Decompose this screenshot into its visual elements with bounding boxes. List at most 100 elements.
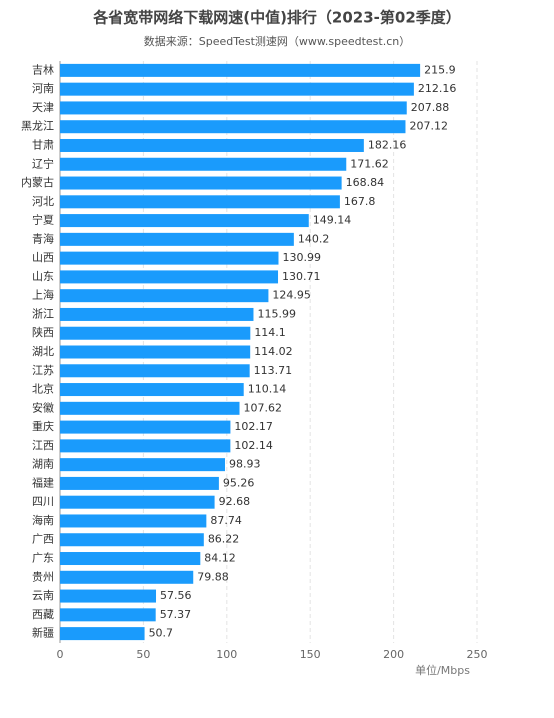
y-tick-label: 四川 <box>32 495 54 508</box>
bar <box>60 514 207 528</box>
y-tick-label: 北京 <box>32 382 54 396</box>
y-tick-label: 江西 <box>32 439 54 452</box>
value-label: 149.14 <box>313 214 352 227</box>
bar <box>60 138 364 152</box>
bar <box>60 195 340 209</box>
bar <box>60 82 414 96</box>
y-tick-label: 福建 <box>32 475 54 489</box>
value-label: 114.1 <box>254 326 285 339</box>
y-tick-label: 广西 <box>32 533 54 546</box>
bar <box>60 176 342 190</box>
bar <box>60 552 201 566</box>
value-label: 87.74 <box>210 514 242 527</box>
bar <box>60 270 279 284</box>
value-label: 86.22 <box>208 533 240 546</box>
value-label: 215.9 <box>424 63 456 76</box>
bar <box>60 439 231 453</box>
value-label: 113.71 <box>254 364 293 377</box>
y-tick-label: 河南 <box>32 82 54 95</box>
bar <box>60 63 421 77</box>
value-label: 207.88 <box>411 101 450 114</box>
value-label: 102.14 <box>234 439 272 452</box>
bar <box>60 251 279 265</box>
chart-subtitle: 数据来源：SpeedTest测速网（www.speedtest.cn） <box>144 34 411 48</box>
y-tick-label: 广东 <box>32 552 54 565</box>
value-label: 84.12 <box>204 552 236 565</box>
value-label: 110.14 <box>248 383 286 396</box>
x-axis-label: 单位/Mbps <box>415 663 470 677</box>
bar <box>60 401 240 415</box>
bar <box>60 476 219 490</box>
value-label: 102.17 <box>234 420 273 433</box>
bar <box>60 458 226 472</box>
value-label: 182.16 <box>368 138 407 151</box>
y-tick-label: 黑龙江 <box>21 120 54 133</box>
y-tick-label: 山东 <box>32 270 54 283</box>
value-label: 130.71 <box>282 270 321 283</box>
value-label: 171.62 <box>350 157 389 170</box>
value-label: 50.7 <box>149 627 174 640</box>
bar <box>60 533 204 547</box>
bar <box>60 232 294 246</box>
y-tick-label: 贵州 <box>32 570 54 583</box>
y-tick-label: 河北 <box>32 195 54 208</box>
bar <box>60 120 406 134</box>
bar <box>60 364 250 378</box>
value-label: 79.88 <box>197 570 229 583</box>
y-tick-label: 湖南 <box>32 458 54 471</box>
value-label: 207.12 <box>409 120 448 133</box>
value-label: 114.02 <box>254 345 293 358</box>
value-label: 92.68 <box>219 495 251 508</box>
y-tick-label: 重庆 <box>32 419 54 433</box>
bar <box>60 345 251 359</box>
y-tick-label: 青海 <box>32 231 54 245</box>
bar <box>60 383 244 397</box>
y-tick-label: 甘肃 <box>32 138 54 151</box>
y-tick-label: 天津 <box>32 101 54 114</box>
bar <box>60 608 156 622</box>
x-tick-label: 250 <box>467 648 488 661</box>
y-tick-label: 陕西 <box>32 325 54 339</box>
x-tick-label: 100 <box>216 648 237 661</box>
value-label: 168.84 <box>346 176 385 189</box>
y-tick-label: 辽宁 <box>32 156 54 170</box>
y-tick-label: 江苏 <box>32 364 54 377</box>
value-label: 115.99 <box>257 307 296 320</box>
value-label: 130.99 <box>282 251 321 264</box>
y-tick-label: 山西 <box>32 251 54 264</box>
y-tick-label: 内蒙古 <box>21 175 54 189</box>
bar <box>60 627 145 641</box>
x-tick-label: 200 <box>383 648 404 661</box>
x-tick-label: 0 <box>57 648 64 661</box>
y-tick-label: 海南 <box>32 513 54 527</box>
y-tick-label: 安徽 <box>32 400 54 414</box>
chart-title: 各省宽带网络下载网速(中值)排行（2023-第02季度） <box>92 9 461 27</box>
bar <box>60 289 269 303</box>
value-label: 57.37 <box>160 608 192 621</box>
value-label: 140.2 <box>298 232 330 245</box>
y-tick-label: 浙江 <box>32 307 54 320</box>
value-label: 124.95 <box>272 289 311 302</box>
value-label: 212.16 <box>418 82 457 95</box>
bar <box>60 101 407 115</box>
value-label: 107.62 <box>244 401 283 414</box>
y-tick-label: 上海 <box>32 288 54 302</box>
bar <box>60 307 254 321</box>
bar <box>60 589 157 603</box>
x-tick-label: 150 <box>300 648 321 661</box>
value-label: 57.56 <box>160 589 192 602</box>
y-tick-label: 云南 <box>32 589 54 602</box>
y-tick-label: 湖北 <box>32 345 54 358</box>
y-tick-label: 宁夏 <box>32 213 54 227</box>
bar <box>60 570 194 584</box>
bar <box>60 420 231 434</box>
bar <box>60 326 251 340</box>
bar <box>60 214 309 228</box>
y-tick-label: 吉林 <box>32 62 54 76</box>
value-label: 95.26 <box>223 476 255 489</box>
value-label: 98.93 <box>229 458 261 471</box>
bar <box>60 495 215 509</box>
y-tick-label: 新疆 <box>32 626 54 640</box>
x-tick-label: 50 <box>136 648 150 661</box>
